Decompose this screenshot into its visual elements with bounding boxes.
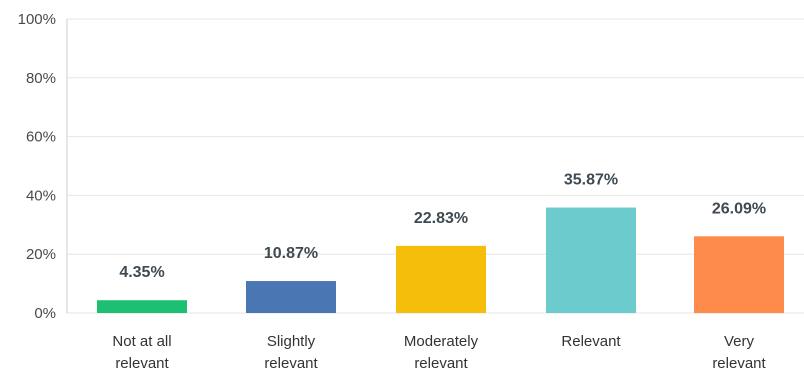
category-label-line: relevant	[264, 355, 318, 372]
y-tick-label: 100%	[18, 11, 56, 28]
category-label-2: Moderately relevant	[404, 333, 479, 372]
bar-3	[546, 207, 636, 313]
category-label-line: Slightly	[267, 333, 316, 350]
category-label-line: Not at all	[112, 333, 171, 350]
category-label-0: Not at all relevant	[112, 333, 171, 372]
bar-0	[97, 300, 187, 313]
category-label-line: relevant	[712, 355, 766, 372]
data-label-1: 10.87%	[264, 245, 318, 262]
y-axis-tick-labels: 0% 20% 40% 60% 80% 100%	[18, 11, 56, 322]
y-tick-label: 20%	[26, 246, 56, 263]
category-label-line: relevant	[414, 355, 468, 372]
data-label-0: 4.35%	[119, 264, 164, 281]
category-label-1: Slightly relevant	[264, 333, 318, 372]
category-label-3: Relevant	[561, 333, 621, 350]
y-tick-label: 0%	[34, 305, 56, 322]
y-tick-label: 80%	[26, 70, 56, 87]
y-tick-label: 60%	[26, 129, 56, 146]
data-label-3: 35.87%	[564, 172, 618, 189]
bar-2	[396, 245, 486, 313]
category-label-line: Moderately	[404, 333, 479, 350]
data-labels: 4.35% 10.87% 22.83% 35.87% 26.09%	[119, 172, 766, 282]
data-label-4: 26.09%	[712, 200, 766, 217]
category-label-line: relevant	[115, 355, 169, 372]
gridlines	[67, 18, 804, 314]
bar-1	[246, 281, 336, 313]
category-label-line: Relevant	[561, 333, 621, 350]
category-label-4: Very relevant	[712, 333, 766, 372]
y-tick-label: 40%	[26, 187, 56, 204]
category-label-line: Very	[724, 333, 755, 350]
bars	[97, 207, 784, 313]
bar-4	[694, 236, 784, 313]
data-label-2: 22.83%	[414, 210, 468, 227]
